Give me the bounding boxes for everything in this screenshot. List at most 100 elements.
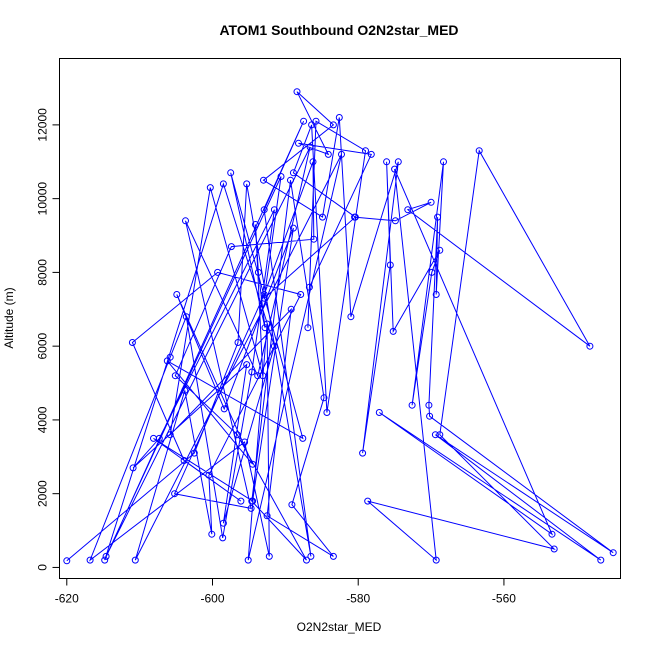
data-point (254, 372, 262, 380)
data-point (259, 372, 267, 380)
data-point (260, 294, 268, 302)
y-tick-label: 2000 (36, 480, 50, 507)
data-point (163, 357, 171, 365)
data-point (171, 372, 179, 380)
data-point (307, 552, 315, 560)
data-point (249, 460, 257, 468)
data-point (289, 169, 297, 177)
data-point (261, 324, 269, 332)
data-point (263, 512, 271, 520)
data-point (375, 409, 383, 416)
data-point (150, 434, 157, 442)
data-point (101, 556, 109, 564)
x-axis-label: O2N2star_MED (297, 620, 382, 634)
data-point (248, 368, 256, 376)
data-point (431, 431, 439, 439)
data-point (180, 457, 188, 464)
data-point (323, 409, 331, 416)
data-point (247, 504, 255, 512)
series-0 (63, 88, 617, 565)
y-axis-label: Altitude (m) (2, 287, 16, 348)
x-tick-label: -560 (492, 592, 516, 606)
data-point (297, 291, 305, 298)
data-point (408, 401, 416, 409)
data-point (220, 405, 228, 413)
data-point (434, 213, 442, 221)
data-point (436, 246, 444, 254)
data-point (309, 158, 317, 166)
data-point (241, 438, 249, 446)
data-point (181, 386, 189, 394)
data-point (227, 169, 235, 177)
data-point (270, 206, 278, 214)
data-point (227, 243, 235, 251)
data-point (254, 268, 262, 276)
data-point (260, 176, 267, 184)
y-tick-label: 12000 (36, 108, 50, 142)
chart-title: ATOM1 Southbound O2N2star_MED (219, 22, 458, 38)
data-point (609, 549, 617, 557)
data-point (190, 449, 198, 457)
data-point (252, 221, 259, 228)
data-point (243, 361, 251, 369)
data-point (173, 291, 181, 298)
data-point (335, 114, 343, 121)
data-point (306, 143, 314, 151)
data-point (243, 180, 251, 188)
data-point (237, 497, 245, 505)
data-point (362, 147, 369, 155)
data-point (597, 556, 605, 564)
y-tick-label: 6000 (36, 332, 50, 359)
data-point (295, 139, 302, 147)
data-point (205, 471, 213, 479)
data-point (277, 173, 285, 180)
data-point (166, 431, 174, 439)
data-point (310, 235, 318, 243)
data-point (351, 213, 359, 221)
data-point (182, 313, 190, 321)
data-point (129, 464, 137, 472)
data-point (432, 556, 440, 564)
data-point (550, 545, 558, 553)
series-line (66, 91, 614, 562)
data-point (263, 320, 271, 328)
data-point (171, 490, 179, 498)
data-point (300, 117, 308, 125)
data-point (219, 534, 227, 542)
data-point (182, 217, 189, 225)
data-point (391, 217, 399, 225)
data-point (131, 556, 139, 564)
data-point (432, 291, 440, 298)
data-point (383, 158, 391, 166)
data-point (548, 530, 556, 538)
y-tick-label: 4000 (36, 406, 50, 433)
y-axis: 0 2000 4000 6000 8000 10000 12000 (36, 108, 60, 571)
y-tick-label: 10000 (36, 182, 50, 216)
data-point (303, 556, 310, 564)
data-point (219, 519, 227, 527)
data-point (320, 394, 328, 402)
data-point (425, 401, 433, 409)
data-point (304, 324, 312, 332)
data-point (244, 556, 252, 564)
data-point (287, 176, 294, 184)
y-tick-label: 8000 (36, 259, 50, 286)
data-point (102, 552, 110, 560)
data-point (289, 224, 297, 232)
data-point (475, 147, 483, 155)
data-point (440, 158, 447, 166)
data-point (214, 268, 222, 276)
x-axis: -620 -600 -580 -560 (55, 578, 516, 606)
data-point (305, 283, 313, 291)
data-point (394, 158, 402, 166)
data-point (206, 184, 214, 192)
data-point (426, 412, 434, 420)
data-point (260, 206, 268, 214)
data-point (347, 313, 355, 321)
data-point (329, 552, 337, 560)
data-point (338, 150, 345, 158)
data-point (260, 291, 268, 298)
data-point (386, 261, 394, 269)
data-point (428, 268, 436, 276)
